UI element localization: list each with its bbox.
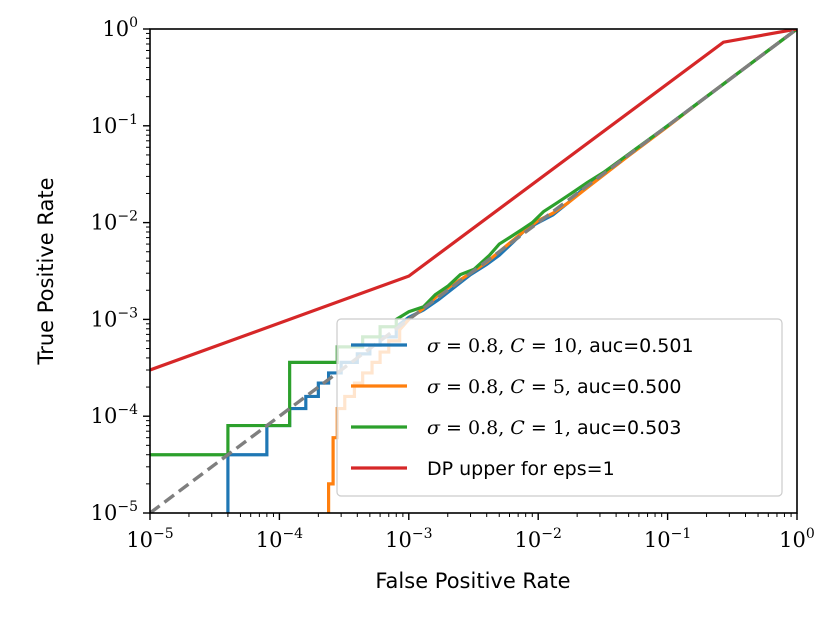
legend-label-2: σ = 0.8, C = 5, auc=0.500 [427, 376, 681, 398]
y-tick-label: 10−5 [91, 499, 138, 525]
plot-frame [149, 28, 798, 514]
x-tick-label: 10−2 [515, 526, 562, 552]
chance-reference-line [150, 29, 797, 513]
series-line-4 [150, 29, 797, 372]
x-tick-label: 10−5 [126, 526, 173, 552]
legend-label-4: DP upper for eps=1 [427, 458, 615, 480]
y-tick-label: 100 [102, 15, 138, 41]
legend: σ = 0.8, C = 10, auc=0.501 σ = 0.8, C = 5… [336, 318, 783, 497]
legend-box [336, 318, 783, 497]
x-axis-label: False Positive Rate [375, 569, 570, 593]
y-axis-label: True Positive Rate [34, 177, 58, 365]
legend-label-1: σ = 0.8, C = 10, auc=0.501 [427, 335, 694, 357]
y-tick-label: 10−3 [91, 305, 138, 331]
x-tick-label: 10−1 [644, 526, 691, 552]
y-tick-label: 10−2 [91, 209, 138, 235]
tick-labels: 10−5 10−4 10−3 10−2 10−1 100 10−5 10−4 10−3 10−2 1… [91, 15, 815, 552]
x-tick-label: 10−3 [385, 526, 432, 552]
y-tick-label: 10−4 [91, 402, 138, 428]
major-ticks [143, 28, 798, 520]
legend-label-3: σ = 0.8, C = 1, auc=0.503 [427, 417, 681, 439]
y-tick-label: 10−1 [91, 112, 138, 138]
x-tick-label: 100 [779, 526, 815, 552]
x-tick-label: 10−4 [256, 526, 303, 552]
